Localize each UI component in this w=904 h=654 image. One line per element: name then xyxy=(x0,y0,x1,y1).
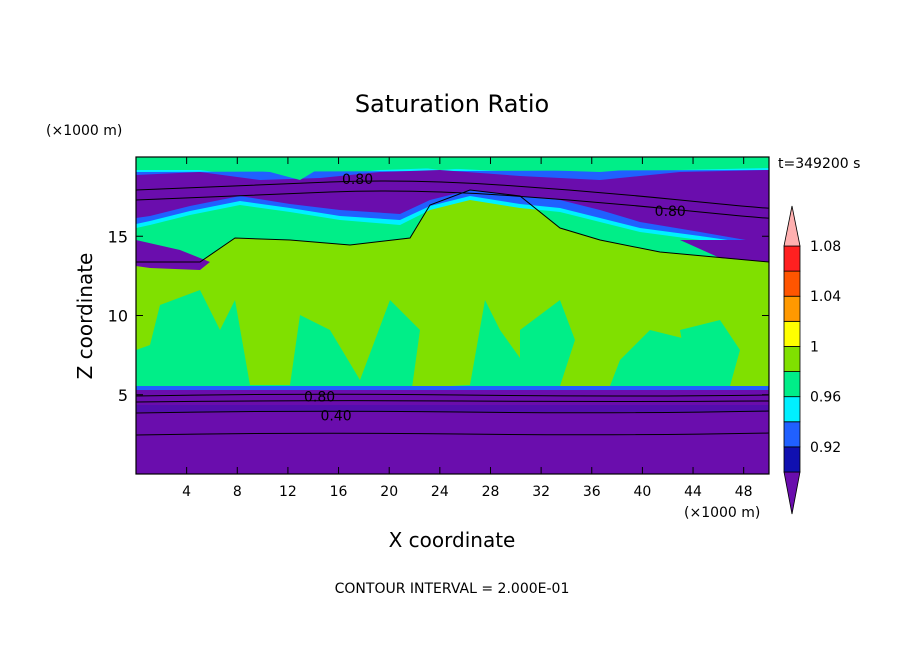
contour-line-080-upper xyxy=(136,180,769,209)
x-tick-label: 44 xyxy=(684,484,702,500)
x-tick-label: 32 xyxy=(532,484,550,500)
y-tick-label: 5 xyxy=(118,386,128,405)
contour-interval-note: CONTOUR INTERVAL = 2.000E-01 xyxy=(335,581,570,597)
colorbar-label: 1.04 xyxy=(810,289,841,305)
x-tick-label: 8 xyxy=(233,484,242,500)
x-tick-label: 40 xyxy=(633,484,651,500)
y-tick-label: 15 xyxy=(108,227,128,246)
x-axis-label: X coordinate xyxy=(389,528,516,552)
contour-line-020-lower xyxy=(136,432,769,436)
colorbar-cell xyxy=(783,421,801,448)
upper-dry-layer xyxy=(136,170,769,244)
colorbar-cell xyxy=(783,270,801,297)
colorbar-cells xyxy=(783,205,801,515)
y-axis-label: Z coordinate xyxy=(73,253,97,380)
y-axis-ticks: 5 10 15 xyxy=(108,227,769,405)
supersaturated-region-1 xyxy=(136,190,769,388)
contour-line-040-lower xyxy=(136,410,769,414)
x-tick-label: 12 xyxy=(279,484,297,500)
contour-label: 0.80 xyxy=(655,204,686,220)
colorbar-label: 1.08 xyxy=(810,239,841,255)
lower-dry-layer xyxy=(136,390,769,474)
lower-dark-band xyxy=(136,405,769,412)
colorbar-label: 0.92 xyxy=(810,440,841,456)
colorbar-cell xyxy=(783,346,801,372)
lower-blue-edge xyxy=(136,386,769,392)
contour-field xyxy=(136,157,769,474)
time-label: t=349200 s xyxy=(778,156,860,172)
upper-green-patch-2 xyxy=(380,157,769,172)
contour-annotations: 0.80 0.80 0.80 0.40 xyxy=(304,172,686,424)
x-tick-label: 24 xyxy=(431,484,449,500)
colorbar-cell xyxy=(783,320,801,347)
x-tick-label: 48 xyxy=(735,484,753,500)
x-tick-label: 36 xyxy=(583,484,601,500)
y-tick-label: 10 xyxy=(108,307,128,326)
colorbar-cell xyxy=(783,245,801,272)
x-tick-label: 16 xyxy=(330,484,348,500)
upper-right-dry-tongue xyxy=(680,240,769,262)
contour-lines xyxy=(136,180,769,436)
colorbar-min-triangle xyxy=(783,471,801,515)
colorbar-max-triangle xyxy=(783,205,801,247)
upper-green-patch-1 xyxy=(136,157,380,180)
x-axis-ticks: 4 8 12 16 20 24 28 32 36 40 44 48 xyxy=(182,157,753,500)
chart-title: Saturation Ratio xyxy=(355,90,549,118)
x-unit-label: (×1000 m) xyxy=(684,505,760,521)
contour-line-080-lower xyxy=(136,393,769,397)
x-tick-label: 20 xyxy=(380,484,398,500)
contour-line-070-upper xyxy=(136,190,769,219)
x-tick-label: 28 xyxy=(482,484,500,500)
colorbar-cell xyxy=(783,295,801,322)
y-unit-label: (×1000 m) xyxy=(46,123,122,139)
colorbar-label: 1 xyxy=(810,339,819,355)
contour-label: 0.80 xyxy=(304,389,335,405)
colorbar-cell xyxy=(783,446,801,473)
contour-label: 0.40 xyxy=(320,408,351,424)
colorbar-label: 0.96 xyxy=(810,390,841,406)
contour-line-100-outline xyxy=(136,189,769,263)
colorbar-cell xyxy=(783,396,801,423)
supersaturated-region-2 xyxy=(520,300,575,386)
contour-line-070-lower xyxy=(136,400,769,403)
colorbar-cell xyxy=(783,371,801,398)
contour-label: 0.80 xyxy=(342,172,373,188)
colorbar: 0.92 0.96 1 1.04 1.08 xyxy=(783,205,841,515)
x-tick-label: 4 xyxy=(182,484,191,500)
supersaturated-region-3 xyxy=(680,320,740,386)
colorbar-labels: 0.92 0.96 1 1.04 1.08 xyxy=(810,239,841,456)
